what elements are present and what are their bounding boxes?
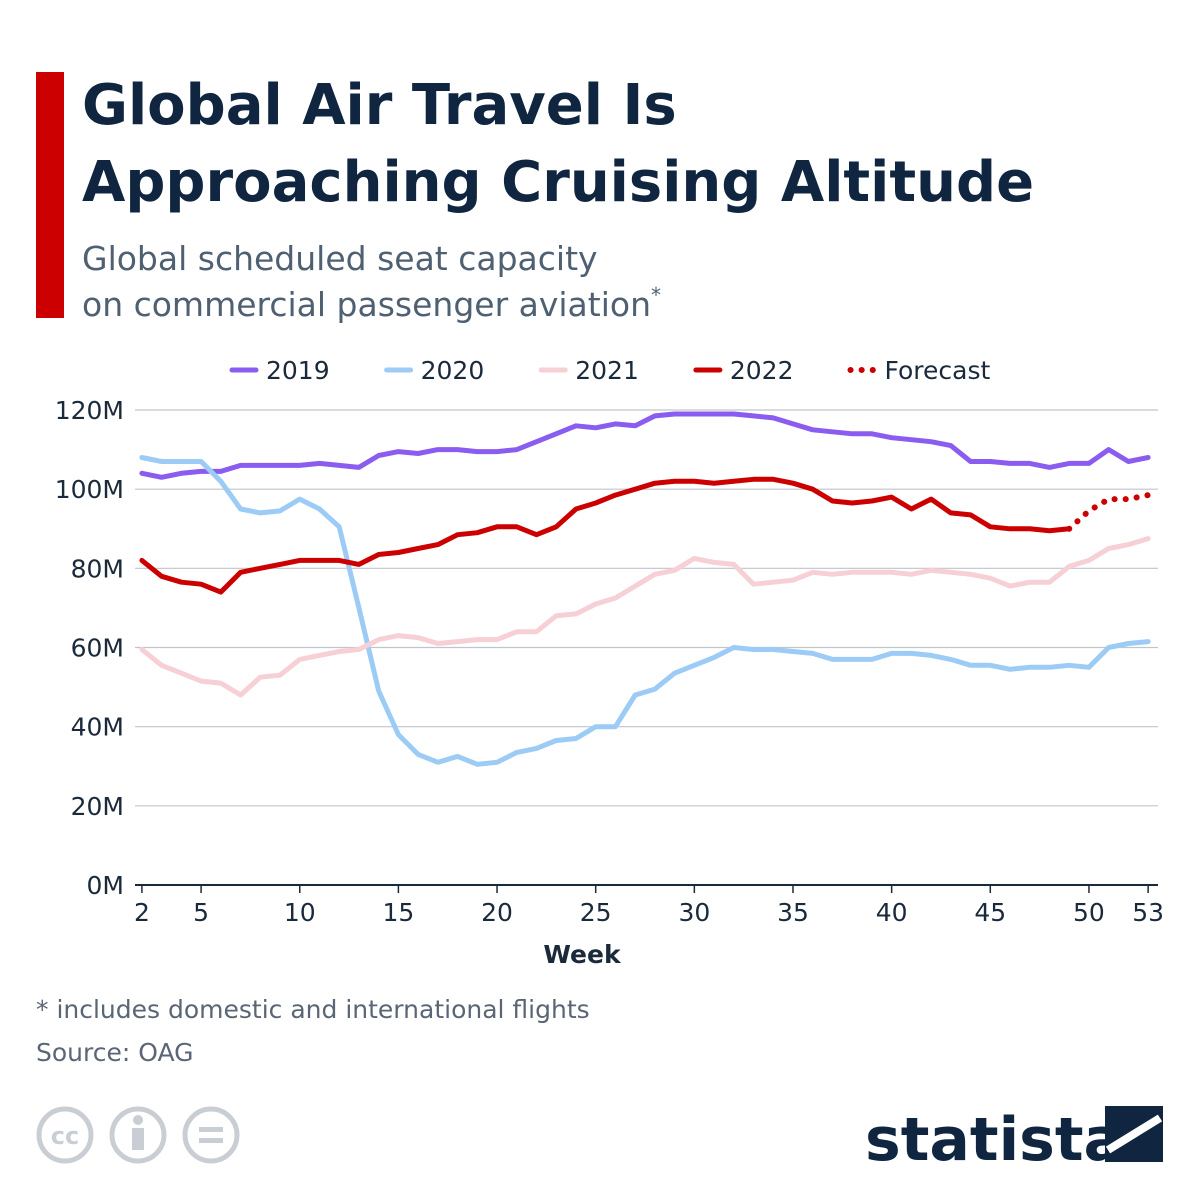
legend-label: 2022 xyxy=(730,356,794,385)
legend-label: 2020 xyxy=(421,356,485,385)
x-tick-label: 25 xyxy=(580,898,612,927)
y-tick-label: 40M xyxy=(71,713,124,742)
x-tick-label: 5 xyxy=(193,898,209,927)
y-tick-label: 120M xyxy=(55,396,124,425)
series-line xyxy=(139,476,1072,595)
subtitle-mark: * xyxy=(651,283,661,307)
x-tick-label: 30 xyxy=(678,898,710,927)
legend-label: 2021 xyxy=(575,356,639,385)
y-tick-label: 60M xyxy=(71,634,124,663)
x-tick-label: 10 xyxy=(284,898,316,927)
x-tick-label: 2 xyxy=(134,898,150,927)
series-line xyxy=(139,536,1151,698)
subtitle: on commercial passenger aviation* xyxy=(82,283,661,324)
license-icons xyxy=(36,1106,240,1164)
subtitle: Global scheduled seat capacity xyxy=(82,239,598,278)
subtitle-text: on commercial passenger aviation xyxy=(82,285,651,324)
chart-title: Approaching Cruising Altitude xyxy=(82,150,1034,215)
y-tick-label: 100M xyxy=(55,475,124,504)
brand-icon xyxy=(1105,1106,1163,1162)
x-axis-label: Week xyxy=(543,940,622,969)
x-tick-label: 40 xyxy=(876,898,908,927)
accent-bar xyxy=(36,72,64,318)
x-tick-label: 45 xyxy=(974,898,1006,927)
series-line xyxy=(1066,492,1152,532)
x-tick-label: 20 xyxy=(481,898,513,927)
y-tick-label: 0M xyxy=(87,871,124,900)
brand: statista xyxy=(865,1105,1124,1175)
svg-text:cc: cc xyxy=(51,1122,79,1150)
footnote: * includes domestic and international fl… xyxy=(36,995,590,1024)
legend-label: 2019 xyxy=(266,356,330,385)
chart-title: Global Air Travel Is xyxy=(82,73,677,138)
license-glyphs: cc xyxy=(51,1115,223,1150)
source: Source: OAG xyxy=(36,1038,194,1067)
legend-label: Forecast xyxy=(885,356,991,385)
y-tick-label: 80M xyxy=(71,554,124,583)
x-tick-label: 50 xyxy=(1073,898,1105,927)
legend: 2019 2020 2021 2022 Forecast xyxy=(229,356,991,385)
x-tick-label: 15 xyxy=(382,898,414,927)
y-tick-label: 20M xyxy=(71,792,124,821)
x-tick-label: 35 xyxy=(777,898,809,927)
series-line xyxy=(139,411,1151,480)
x-tick-label: 53 xyxy=(1132,898,1164,927)
series-line xyxy=(139,455,1151,767)
